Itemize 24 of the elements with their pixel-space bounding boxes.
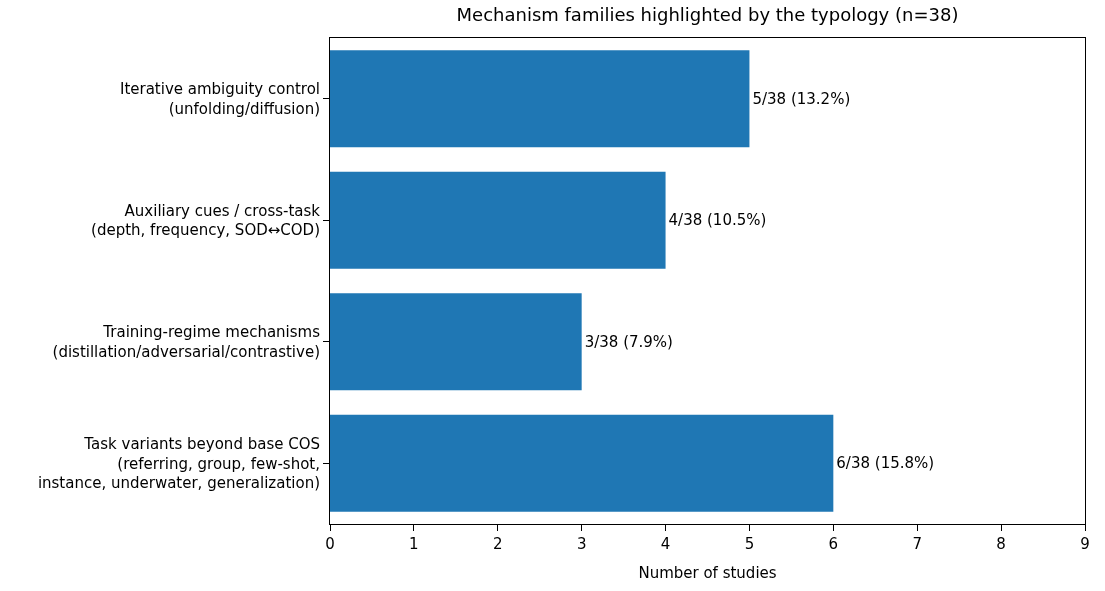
x-tick-label: 7	[912, 535, 922, 553]
y-tick-label: Iterative ambiguity control (unfolding/diffusion)	[119, 80, 320, 118]
x-tick-label: 0	[325, 535, 335, 553]
y-tick-label: Task variants beyond base COS (referring, group, few-shot, instance, underwater, generalization)	[37, 435, 320, 492]
x-tick-label: 4	[660, 535, 671, 553]
chart-title: Mechanism families highlighted by the typology (n=38)	[456, 4, 959, 26]
y-tick-label: Auxiliary cues / cross-task (depth, frequency, SOD↔COD)	[91, 201, 321, 240]
x-tick-label: 9	[1080, 535, 1090, 553]
data-label: 3/38 (7.9%)	[584, 332, 673, 351]
data-label: 5/38 (13.2%)	[752, 89, 851, 108]
x-tick-label: 3	[576, 535, 587, 553]
y-tick-label: Training-regime mechanisms (distillation/adversarial/contrastive)	[52, 323, 321, 361]
x-axis-title: Number of studies	[638, 564, 777, 582]
x-tick-label: 5	[744, 535, 755, 553]
bar	[330, 293, 582, 391]
x-tick-label: 6	[828, 535, 839, 553]
bar	[330, 414, 834, 512]
data-label: 6/38 (15.8%)	[836, 454, 935, 473]
x-tick-label: 2	[493, 535, 503, 553]
x-tick-label: 1	[409, 535, 419, 553]
bar	[330, 171, 666, 269]
data-label: 4/38 (10.5%)	[668, 211, 767, 230]
bar	[330, 50, 750, 148]
x-tick-label: 8	[996, 535, 1006, 553]
